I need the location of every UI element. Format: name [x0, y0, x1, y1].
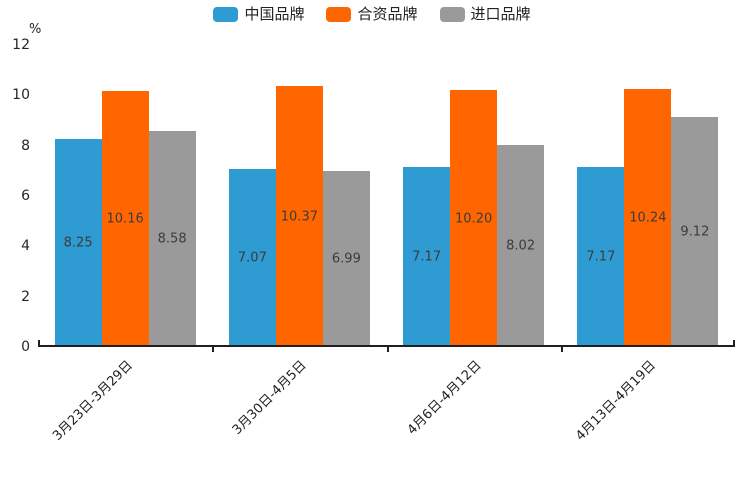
- legend-label: 中国品牌: [244, 5, 305, 23]
- legend-swatch-icon: [439, 7, 465, 22]
- y-tick-label: 8: [21, 137, 30, 154]
- legend-item-1[interactable]: 中国品牌: [213, 7, 304, 22]
- bar-value-label: 7.17: [586, 249, 616, 265]
- bar-value-label: 7.17: [412, 249, 442, 265]
- bar-中国品牌: 7.07: [228, 169, 276, 347]
- bar-value-label: 10.37: [280, 209, 318, 225]
- bar-value-label: 8.25: [63, 235, 93, 251]
- y-axis-labels: 0 2 4 6 8 10 12: [0, 38, 31, 354]
- x-axis-tick: [560, 347, 563, 352]
- bar-group-4: 7.17 10.24 9.12: [561, 45, 735, 347]
- axis-left-end-cap: [38, 340, 40, 347]
- bar-groups: 8.25 10.16 8.58 7.07 10.37 6.99 7.17 10.20 8.02 7…: [38, 45, 735, 347]
- bar-中国品牌: 8.25: [54, 139, 102, 347]
- x-tick-label: 4月13日-4月19日: [572, 358, 659, 444]
- bar-value-label: 6.99: [331, 251, 361, 267]
- legend-label: 进口品牌: [470, 5, 531, 23]
- bar-进口品牌: 8.02: [497, 145, 545, 347]
- x-tick-label: 3月23日-3月29日: [49, 358, 136, 444]
- y-tick-label: 2: [21, 288, 30, 305]
- x-axis-labels: 3月23日-3月29日 3月30日-4月5日 4月6日-4月12日 4月13日-4月1…: [38, 352, 735, 482]
- y-tick-label: 12: [12, 37, 30, 53]
- bar-value-label: 9.12: [680, 224, 710, 240]
- y-tick-label: 4: [21, 238, 30, 255]
- y-axis-unit-label: %: [29, 22, 42, 37]
- bar-value-label: 8.02: [506, 238, 536, 254]
- x-axis-tick: [212, 347, 215, 352]
- bar-合资品牌: 10.16: [101, 91, 149, 347]
- y-tick-label: 10: [12, 87, 30, 104]
- bar-value-label: 10.20: [455, 211, 493, 227]
- bar-合资品牌: 10.20: [450, 90, 498, 347]
- x-axis-tick: [386, 347, 389, 352]
- legend-item-2[interactable]: 合资品牌: [326, 5, 418, 23]
- bar-进口品牌: 9.12: [671, 117, 719, 347]
- bar-group-1: 8.25 10.16 8.58: [38, 45, 212, 347]
- axis-right-end-cap: [733, 340, 735, 347]
- x-tick-label: 3月30日-4月5日: [230, 358, 310, 438]
- x-axis-line: [38, 345, 735, 347]
- bar-进口品牌: 6.99: [322, 171, 370, 347]
- bar-中国品牌: 7.17: [403, 166, 451, 347]
- legend-swatch-icon: [326, 7, 352, 22]
- legend-swatch-icon: [213, 7, 239, 22]
- bar-group-3: 7.17 10.20 8.02: [387, 45, 561, 347]
- y-tick-label: 6: [21, 188, 30, 204]
- bar-group-2: 7.07 10.37 6.99: [212, 45, 386, 347]
- bar-value-label: 8.58: [157, 231, 187, 247]
- legend-item-3[interactable]: 进口品牌: [439, 5, 531, 23]
- legend: 中国品牌 合资品牌 进口品牌: [0, 7, 744, 22]
- bar-中国品牌: 7.17: [577, 166, 625, 347]
- bar-进口品牌: 8.58: [148, 131, 196, 347]
- bar-合资品牌: 10.24: [624, 89, 672, 347]
- bar-value-label: 7.07: [237, 250, 267, 266]
- x-tick-label: 4月6日-4月12日: [404, 358, 485, 438]
- legend-label: 合资品牌: [357, 5, 418, 23]
- y-tick-label: 0: [21, 339, 30, 355]
- bar-合资品牌: 10.37: [275, 86, 323, 347]
- plot-area: 8.25 10.16 8.58 7.07 10.37 6.99 7.17 10.20 8.02 7…: [38, 45, 735, 352]
- bar-value-label: 10.16: [106, 211, 144, 227]
- bar-value-label: 10.24: [629, 210, 667, 226]
